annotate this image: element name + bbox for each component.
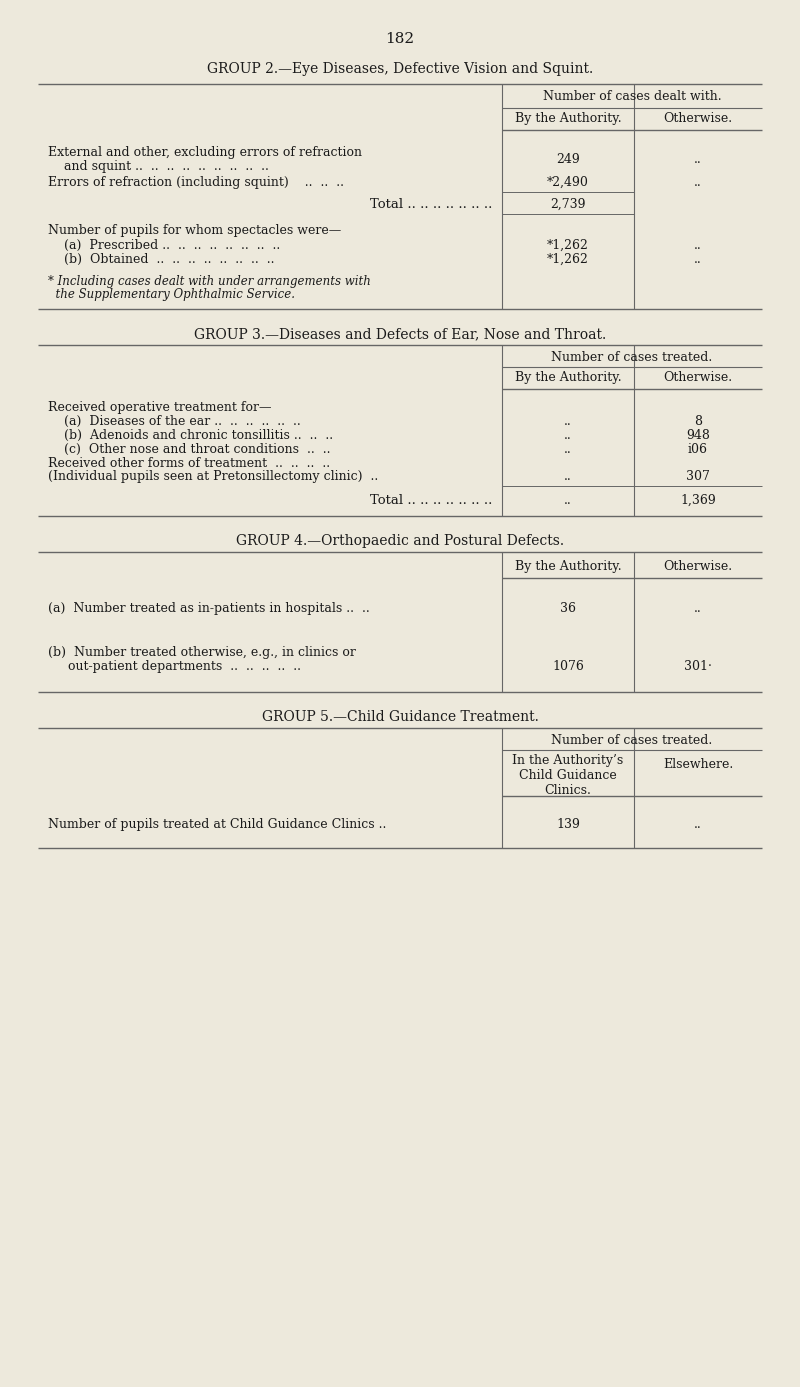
Text: the Supplementary Ophthalmic Service.: the Supplementary Ophthalmic Service. — [48, 288, 295, 301]
Text: 301·: 301· — [684, 660, 712, 673]
Text: 2,739: 2,739 — [550, 198, 586, 211]
Text: (c)  Other nose and throat conditions  ..  ..: (c) Other nose and throat conditions .. … — [48, 442, 330, 456]
Text: ..: .. — [694, 239, 702, 252]
Text: Received other forms of treatment  ..  ..  ..  ..: Received other forms of treatment .. .. … — [48, 456, 330, 470]
Text: Number of cases treated.: Number of cases treated. — [551, 351, 713, 363]
Text: GROUP 4.—Orthopaedic and Postural Defects.: GROUP 4.—Orthopaedic and Postural Defect… — [236, 534, 564, 548]
Text: GROUP 3.—Diseases and Defects of Ear, Nose and Throat.: GROUP 3.—Diseases and Defects of Ear, No… — [194, 327, 606, 341]
Text: ..: .. — [564, 470, 572, 483]
Text: By the Authority.: By the Authority. — [514, 560, 622, 573]
Text: 36: 36 — [560, 602, 576, 614]
Text: 182: 182 — [386, 32, 414, 46]
Text: (b)  Adenoids and chronic tonsillitis ..  ..  ..: (b) Adenoids and chronic tonsillitis .. … — [48, 429, 333, 442]
Text: * Including cases dealt with under arrangements with: * Including cases dealt with under arran… — [48, 275, 371, 288]
Text: Number of cases dealt with.: Number of cases dealt with. — [542, 90, 722, 103]
Text: 948: 948 — [686, 429, 710, 442]
Text: By the Authority.: By the Authority. — [514, 370, 622, 384]
Text: Total .. .. .. .. .. .. ..: Total .. .. .. .. .. .. .. — [370, 494, 492, 508]
Text: ..: .. — [564, 429, 572, 442]
Text: Number of pupils for whom spectacles were—: Number of pupils for whom spectacles wer… — [48, 223, 342, 237]
Text: ..: .. — [694, 602, 702, 614]
Text: External and other, excluding errors of refraction: External and other, excluding errors of … — [48, 146, 362, 160]
Text: GROUP 2.—Eye Diseases, Defective Vision and Squint.: GROUP 2.—Eye Diseases, Defective Vision … — [207, 62, 593, 76]
Text: Number of cases treated.: Number of cases treated. — [551, 734, 713, 748]
Text: ..: .. — [694, 176, 702, 189]
Text: By the Authority.: By the Authority. — [514, 112, 622, 125]
Text: (a)  Prescribed ..  ..  ..  ..  ..  ..  ..  ..: (a) Prescribed .. .. .. .. .. .. .. .. — [48, 239, 280, 252]
Text: ..: .. — [564, 442, 572, 456]
Text: ..: .. — [564, 494, 572, 508]
Text: Number of pupils treated at Child Guidance Clinics ..: Number of pupils treated at Child Guidan… — [48, 818, 386, 831]
Text: ..: .. — [694, 252, 702, 266]
Text: Otherwise.: Otherwise. — [663, 112, 733, 125]
Text: GROUP 5.—Child Guidance Treatment.: GROUP 5.—Child Guidance Treatment. — [262, 710, 538, 724]
Text: 307: 307 — [686, 470, 710, 483]
Text: ..: .. — [694, 818, 702, 831]
Text: Total .. .. .. .. .. .. ..: Total .. .. .. .. .. .. .. — [370, 198, 492, 211]
Text: *2,490: *2,490 — [547, 176, 589, 189]
Text: Otherwise.: Otherwise. — [663, 560, 733, 573]
Text: ..: .. — [564, 415, 572, 429]
Text: (b)  Obtained  ..  ..  ..  ..  ..  ..  ..  ..: (b) Obtained .. .. .. .. .. .. .. .. — [48, 252, 274, 266]
Text: i06: i06 — [688, 442, 708, 456]
Text: 8: 8 — [694, 415, 702, 429]
Text: Otherwise.: Otherwise. — [663, 370, 733, 384]
Text: Received operative treatment for—: Received operative treatment for— — [48, 401, 271, 413]
Text: (Individual pupils seen at Pretonsillectomy clinic)  ..: (Individual pupils seen at Pretonsillect… — [48, 470, 378, 483]
Text: 1,369: 1,369 — [680, 494, 716, 508]
Text: 1076: 1076 — [552, 660, 584, 673]
Text: (b)  Number treated otherwise, e.g., in clinics or: (b) Number treated otherwise, e.g., in c… — [48, 646, 356, 659]
Text: 249: 249 — [556, 153, 580, 166]
Text: and squint ..  ..  ..  ..  ..  ..  ..  ..  ..: and squint .. .. .. .. .. .. .. .. .. — [48, 160, 269, 173]
Text: In the Authority’s
Child Guidance
Clinics.: In the Authority’s Child Guidance Clinic… — [512, 755, 624, 798]
Text: Errors of refraction (including squint)    ..  ..  ..: Errors of refraction (including squint) … — [48, 176, 344, 189]
Text: Elsewhere.: Elsewhere. — [663, 757, 733, 771]
Text: out-patient departments  ..  ..  ..  ..  ..: out-patient departments .. .. .. .. .. — [48, 660, 301, 673]
Text: *1,262: *1,262 — [547, 252, 589, 266]
Text: ..: .. — [694, 153, 702, 166]
Text: *1,262: *1,262 — [547, 239, 589, 252]
Text: (a)  Diseases of the ear ..  ..  ..  ..  ..  ..: (a) Diseases of the ear .. .. .. .. .. .… — [48, 415, 301, 429]
Text: 139: 139 — [556, 818, 580, 831]
Text: (a)  Number treated as in-patients in hospitals ..  ..: (a) Number treated as in-patients in hos… — [48, 602, 370, 614]
